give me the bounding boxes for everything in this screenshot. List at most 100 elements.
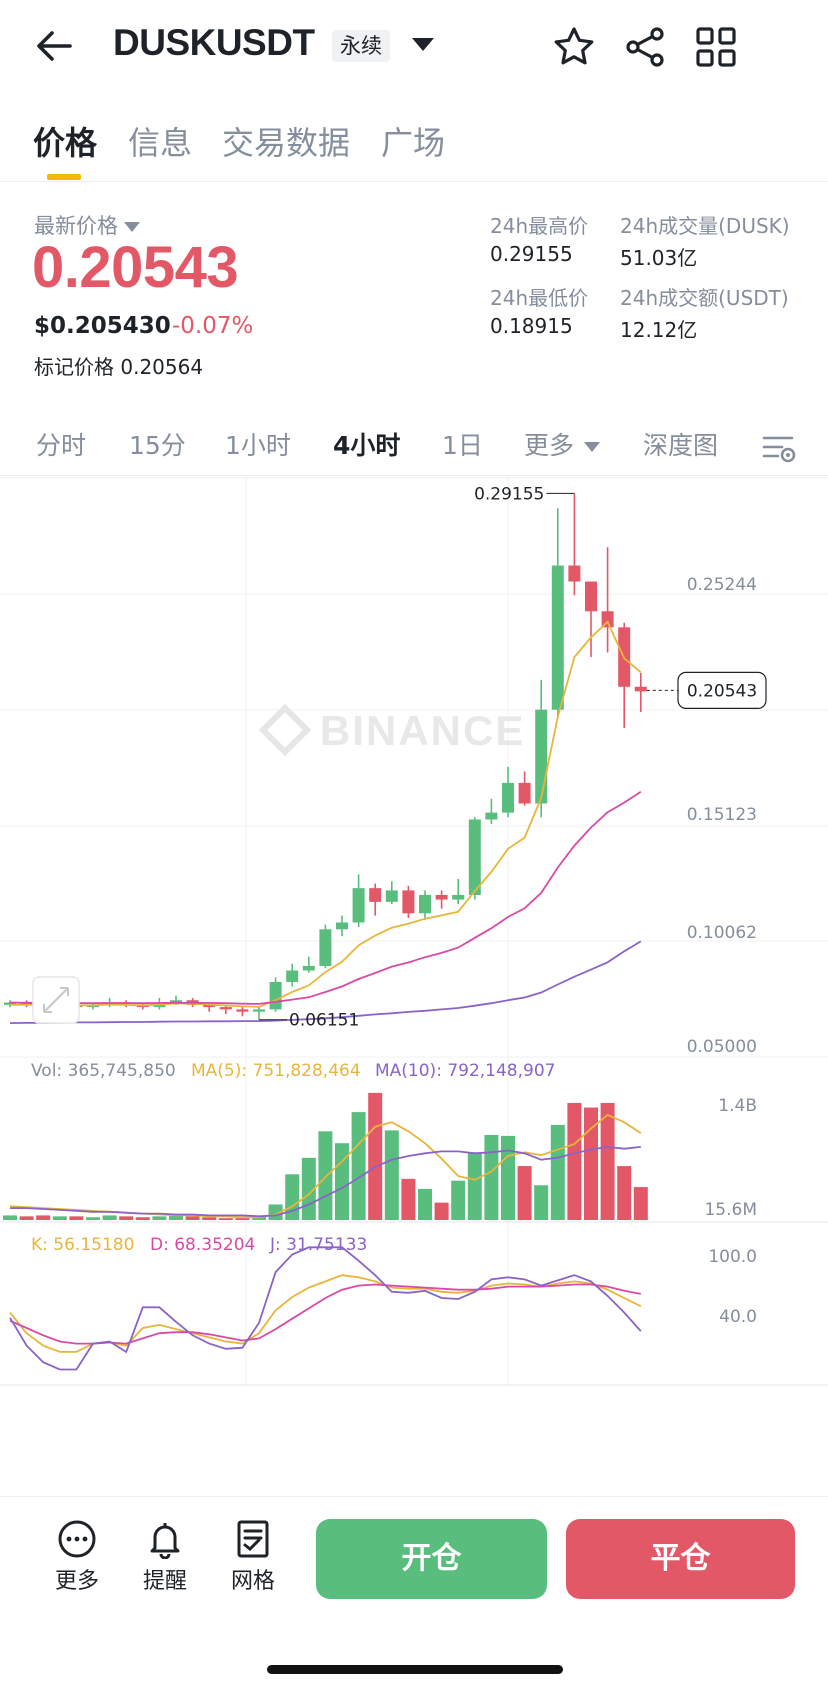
active-tab-indicator [47, 174, 81, 180]
kdj-d-legend: D: 68.35204 [150, 1235, 255, 1255]
mark-price: 标记价格 0.20564 [34, 351, 203, 380]
top-bar: DUSKUSDT 永续 [0, 0, 828, 95]
ema99-line [9, 940, 642, 1024]
candle-body [236, 1009, 249, 1012]
symbol-title[interactable]: DUSKUSDT [113, 22, 315, 63]
tab-square[interactable]: 广场 [381, 124, 446, 162]
grid-strategy-icon [237, 1520, 269, 1558]
volume-bar [501, 1135, 515, 1220]
kline-chart[interactable]: BINANCEEMA(7): 0.21329EMA(25): 0.16114EM… [0, 476, 828, 1496]
interval-more[interactable]: 更多 [524, 426, 601, 462]
last-price-tag-label: 0.20543 [687, 681, 757, 701]
candle-body [286, 970, 299, 982]
interval-time[interactable]: 分时 [36, 431, 87, 460]
more-label: 更多 [54, 1569, 99, 1594]
volume-axis-bottom: 15.6M [704, 1200, 757, 1220]
candle-body [518, 782, 531, 804]
volume-legend: Vol: 365,745,850 [31, 1061, 176, 1081]
candle-body [601, 611, 614, 628]
volume-ma5-legend: MA(5): 751,828,464 [191, 1061, 361, 1081]
volume-bar [617, 1166, 632, 1220]
tab-info[interactable]: 信息 [128, 124, 193, 162]
candle-body [302, 965, 315, 971]
candle-body [170, 1000, 182, 1003]
latest-price-selector[interactable]: 最新价格 [34, 210, 140, 240]
candle-body [634, 686, 647, 692]
mark-price-value: 0.20564 [120, 355, 204, 379]
price-axis-label: 0.25244 [687, 575, 757, 595]
tab-price[interactable]: 价格 [33, 124, 98, 162]
volume-bar [119, 1216, 134, 1220]
volume-bar [86, 1217, 100, 1220]
low-value: 0.18915 [490, 314, 573, 338]
kdj-j-line [9, 1246, 642, 1371]
caret-down-icon [584, 442, 601, 452]
volume-bar [102, 1215, 117, 1220]
tab-trading-data[interactable]: 交易数据 [222, 124, 351, 162]
caret-down-icon [124, 222, 140, 232]
chart-settings-icon[interactable] [760, 430, 796, 466]
binance-logo-icon [258, 703, 312, 757]
main-tabs: 价格 信息 交易数据 广场 [0, 112, 828, 182]
volume-label: 24h成交量(DUSK) [620, 214, 790, 238]
candle-body [585, 581, 597, 612]
contract-type-badge: 永续 [332, 30, 390, 62]
share-icon[interactable] [622, 24, 668, 70]
high-marker-label: 0.29155 [474, 484, 544, 504]
interval-4h[interactable]: 4小时 [333, 431, 401, 460]
volume-bar [434, 1202, 449, 1220]
candle-body [551, 565, 564, 710]
apps-grid-icon[interactable] [693, 24, 739, 70]
volume-bar [52, 1216, 67, 1220]
last-price: 0.20543 [32, 235, 239, 300]
bell-icon [150, 1523, 180, 1559]
turnover-value: 12.12亿 [620, 318, 698, 342]
kdj-d-line [9, 1283, 641, 1345]
volume-bar [384, 1130, 399, 1220]
price-axis-label: 0.30306 [687, 476, 757, 478]
volume-bar [550, 1124, 565, 1220]
grid-label: 网格 [230, 1569, 275, 1594]
depth-chart-tab[interactable]: 深度图 [643, 431, 719, 460]
price-change: -0.07% [172, 313, 254, 339]
volume-bar [351, 1112, 366, 1220]
interval-bar: 分时 15分 1小时 4小时 1日 更多 深度图 [0, 420, 828, 476]
volume-bar [368, 1092, 383, 1220]
interval-1h[interactable]: 1小时 [225, 431, 291, 460]
back-arrow-icon[interactable] [32, 24, 76, 68]
interval-1d[interactable]: 1日 [442, 431, 483, 460]
close-position-button[interactable]: 平仓 [566, 1519, 795, 1599]
interval-more-label: 更多 [524, 431, 575, 460]
volume-bar [467, 1152, 482, 1220]
star-icon[interactable] [551, 24, 597, 70]
volume-bar [633, 1187, 648, 1220]
price-axis-label: 0.05000 [687, 1037, 757, 1057]
alert-button[interactable]: 提醒 [130, 1519, 200, 1595]
candle-body [568, 565, 581, 582]
open-position-button[interactable]: 开仓 [316, 1519, 547, 1599]
candle-body [369, 888, 382, 902]
alert-label: 提醒 [142, 1569, 187, 1594]
volume-bar [69, 1216, 84, 1220]
candle-body [468, 819, 481, 895]
candle-body [203, 1004, 216, 1008]
interval-15m[interactable]: 15分 [129, 431, 186, 460]
symbol-dropdown-icon[interactable] [412, 38, 434, 51]
candle-body [485, 812, 498, 820]
more-button[interactable]: 更多 [42, 1519, 112, 1595]
high-label: 24h最高价 [490, 214, 589, 238]
high-value: 0.29155 [490, 242, 573, 266]
volume-bar [202, 1217, 217, 1220]
volume-bar [218, 1218, 233, 1220]
kdj-j-legend: J: 31.75133 [269, 1235, 367, 1255]
low-label: 24h最低价 [490, 286, 589, 310]
grid-button[interactable]: 网格 [218, 1519, 288, 1595]
binance-watermark: BINANCE [320, 707, 525, 754]
candle-body [402, 890, 415, 914]
volume-bar [517, 1166, 532, 1220]
candle-body [319, 929, 332, 966]
kdj-axis-top: 100.0 [708, 1247, 757, 1267]
price-axis-label: 0.15123 [687, 805, 757, 825]
candle-body [535, 709, 548, 804]
